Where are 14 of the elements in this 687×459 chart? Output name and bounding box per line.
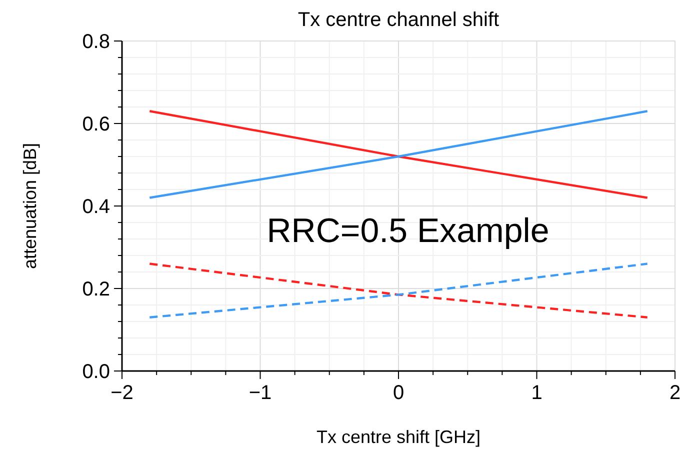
- x-tick-label: −1: [248, 382, 272, 404]
- y-tick-label: 0.4: [82, 196, 110, 218]
- x-tick-label: −2: [110, 382, 134, 404]
- chart-title: Tx centre channel shift: [298, 9, 500, 31]
- x-tick-label: 1: [531, 382, 542, 404]
- y-tick-label: 0.0: [82, 361, 110, 383]
- x-tick-label: 2: [669, 382, 681, 404]
- y-tick-label: 0.8: [82, 31, 110, 53]
- annotation: RRC=0.5 Example: [266, 212, 550, 250]
- y-axis-title: attenuation [dB]: [20, 142, 40, 270]
- x-tick-label: 0: [392, 382, 404, 404]
- y-tick-label: 0.2: [82, 278, 110, 300]
- y-tick-label: 0.6: [82, 114, 110, 136]
- x-axis-title: Tx centre shift [GHz]: [316, 427, 481, 447]
